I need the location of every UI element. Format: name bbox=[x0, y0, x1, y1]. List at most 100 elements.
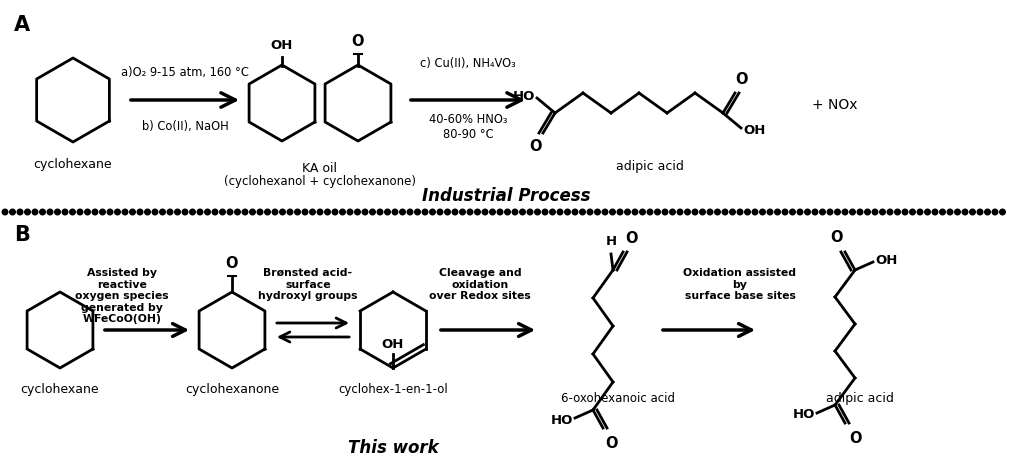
Circle shape bbox=[939, 209, 944, 215]
Circle shape bbox=[736, 209, 742, 215]
Text: O: O bbox=[529, 139, 542, 154]
Circle shape bbox=[332, 209, 338, 215]
Circle shape bbox=[55, 209, 61, 215]
Circle shape bbox=[48, 209, 53, 215]
Circle shape bbox=[422, 209, 428, 215]
Circle shape bbox=[39, 209, 45, 215]
Circle shape bbox=[362, 209, 367, 215]
Circle shape bbox=[782, 209, 787, 215]
Circle shape bbox=[212, 209, 217, 215]
Circle shape bbox=[863, 209, 869, 215]
Circle shape bbox=[759, 209, 764, 215]
Circle shape bbox=[100, 209, 105, 215]
Circle shape bbox=[557, 209, 562, 215]
Circle shape bbox=[85, 209, 90, 215]
Circle shape bbox=[160, 209, 165, 215]
Circle shape bbox=[594, 209, 600, 215]
Circle shape bbox=[77, 209, 83, 215]
Text: 6-oxohexanoic acid: 6-oxohexanoic acid bbox=[560, 392, 674, 405]
Circle shape bbox=[399, 209, 404, 215]
Circle shape bbox=[137, 209, 143, 215]
Circle shape bbox=[309, 209, 315, 215]
Circle shape bbox=[384, 209, 390, 215]
Circle shape bbox=[122, 209, 127, 215]
Text: H: H bbox=[605, 235, 616, 248]
Circle shape bbox=[444, 209, 450, 215]
Circle shape bbox=[609, 209, 615, 215]
Text: Industrial Process: Industrial Process bbox=[422, 187, 589, 205]
Text: Assisted by
reactive
oxygen species
generated by
WFeCoO(OH): Assisted by reactive oxygen species gene… bbox=[75, 268, 169, 325]
Circle shape bbox=[579, 209, 584, 215]
Text: O: O bbox=[848, 431, 860, 446]
Text: OH: OH bbox=[742, 124, 764, 137]
Circle shape bbox=[279, 209, 285, 215]
Circle shape bbox=[586, 209, 592, 215]
Circle shape bbox=[62, 209, 68, 215]
Circle shape bbox=[520, 209, 525, 215]
Circle shape bbox=[953, 209, 959, 215]
Circle shape bbox=[287, 209, 292, 215]
Text: OH: OH bbox=[381, 338, 403, 351]
Circle shape bbox=[467, 209, 472, 215]
Circle shape bbox=[909, 209, 914, 215]
Circle shape bbox=[302, 209, 307, 215]
Text: KA oil: KA oil bbox=[302, 162, 337, 175]
Text: c) Cu(II), NH₄VO₃: c) Cu(II), NH₄VO₃ bbox=[420, 57, 516, 70]
Circle shape bbox=[744, 209, 749, 215]
Text: This work: This work bbox=[348, 439, 438, 457]
Circle shape bbox=[856, 209, 862, 215]
Circle shape bbox=[437, 209, 443, 215]
Circle shape bbox=[647, 209, 652, 215]
Circle shape bbox=[774, 209, 779, 215]
Circle shape bbox=[325, 209, 330, 215]
Text: Oxidation assisted
by
surface base sites: Oxidation assisted by surface base sites bbox=[682, 268, 796, 301]
Circle shape bbox=[175, 209, 180, 215]
Text: cyclohex-1-en-1-ol: cyclohex-1-en-1-ol bbox=[338, 383, 448, 396]
Circle shape bbox=[669, 209, 674, 215]
Circle shape bbox=[549, 209, 555, 215]
Circle shape bbox=[24, 209, 30, 215]
Circle shape bbox=[257, 209, 263, 215]
Circle shape bbox=[812, 209, 817, 215]
Text: b) Co(II), NaOH: b) Co(II), NaOH bbox=[142, 120, 228, 133]
Circle shape bbox=[841, 209, 847, 215]
Circle shape bbox=[92, 209, 98, 215]
Circle shape bbox=[340, 209, 345, 215]
Circle shape bbox=[707, 209, 712, 215]
Circle shape bbox=[654, 209, 659, 215]
Circle shape bbox=[189, 209, 195, 215]
Text: O: O bbox=[605, 436, 617, 451]
Circle shape bbox=[272, 209, 278, 215]
Circle shape bbox=[804, 209, 810, 215]
Text: cyclohexane: cyclohexane bbox=[33, 158, 112, 171]
Circle shape bbox=[219, 209, 225, 215]
Circle shape bbox=[676, 209, 682, 215]
Text: adipic acid: adipic acid bbox=[616, 160, 683, 173]
Circle shape bbox=[984, 209, 990, 215]
Circle shape bbox=[474, 209, 480, 215]
Text: A: A bbox=[14, 15, 30, 35]
Circle shape bbox=[729, 209, 735, 215]
Circle shape bbox=[114, 209, 120, 215]
Text: O: O bbox=[225, 256, 238, 271]
Circle shape bbox=[542, 209, 547, 215]
Circle shape bbox=[406, 209, 412, 215]
Circle shape bbox=[894, 209, 900, 215]
Circle shape bbox=[204, 209, 210, 215]
Circle shape bbox=[316, 209, 323, 215]
Text: OH: OH bbox=[271, 39, 293, 52]
Circle shape bbox=[377, 209, 382, 215]
Text: Cleavage and
oxidation
over Redox sites: Cleavage and oxidation over Redox sites bbox=[429, 268, 531, 301]
Circle shape bbox=[265, 209, 270, 215]
Circle shape bbox=[10, 209, 15, 215]
Circle shape bbox=[564, 209, 570, 215]
Circle shape bbox=[977, 209, 982, 215]
Circle shape bbox=[17, 209, 23, 215]
Circle shape bbox=[624, 209, 630, 215]
Circle shape bbox=[242, 209, 248, 215]
Circle shape bbox=[969, 209, 975, 215]
Circle shape bbox=[766, 209, 772, 215]
Circle shape bbox=[415, 209, 420, 215]
Circle shape bbox=[699, 209, 705, 215]
Text: 80-90 °C: 80-90 °C bbox=[442, 128, 492, 141]
